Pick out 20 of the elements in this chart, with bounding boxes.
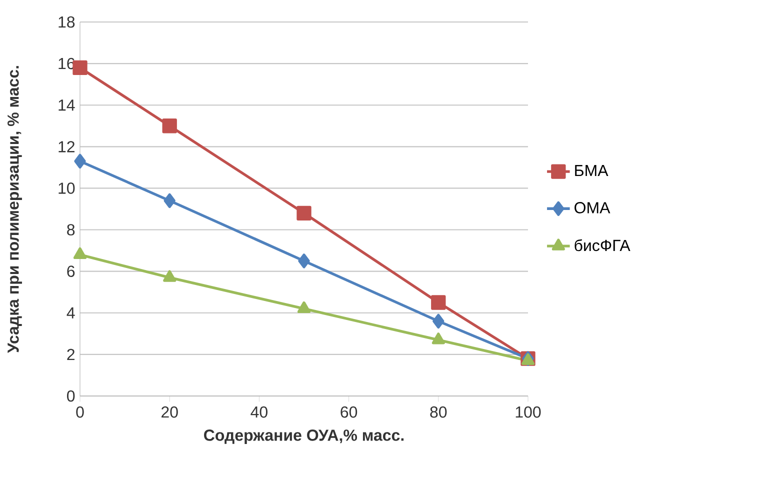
x-tick-label: 80 <box>430 406 447 418</box>
y-tick-label: 2 <box>67 348 74 360</box>
y-tick-label: 6 <box>67 266 75 277</box>
y-tick-label: 8 <box>67 224 75 236</box>
y-tick-label: 12 <box>58 141 74 152</box>
y-tick-label: 4 <box>66 307 75 318</box>
x-tick-label: 0 <box>76 406 84 418</box>
y-tick-label: 14 <box>58 100 75 111</box>
y-tick-label: 0 <box>67 390 75 402</box>
legend-label: бисФГА <box>574 239 630 252</box>
y-axis-title: Усадка при полимеризации, % масс. <box>8 66 22 353</box>
y-tick-label: 18 <box>58 16 75 28</box>
y-tick-label: 10 <box>58 182 75 194</box>
x-tick-label: 100 <box>516 406 541 418</box>
legend-label: БМА <box>575 165 608 176</box>
x-tick-label: 40 <box>250 406 268 418</box>
legend-label: ОМА <box>574 202 610 214</box>
x-tick-label: 20 <box>162 406 178 418</box>
x-axis-title: Содержание ОУА,% масс. <box>204 430 404 444</box>
x-tick-label: 60 <box>340 406 358 418</box>
